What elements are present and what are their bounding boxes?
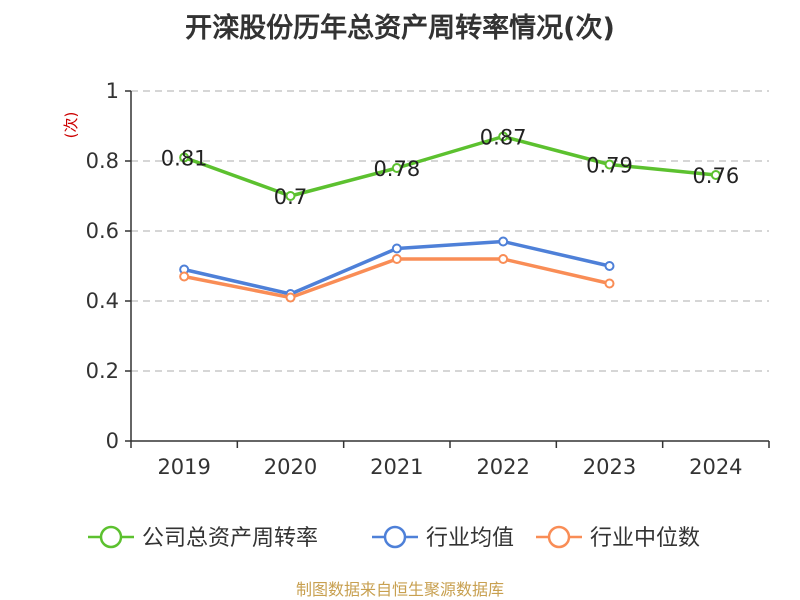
legend-marker (99, 525, 123, 549)
data-label: 0.7 (274, 185, 307, 209)
data-label: 0.79 (586, 154, 633, 178)
series-line-2 (183, 257, 610, 300)
data-point (498, 254, 509, 264)
grid-layer (131, 90, 769, 372)
x-tick-label: 2022 (476, 455, 529, 479)
legend-label: 公司总资产周转率 (142, 526, 318, 551)
data-point (391, 243, 402, 254)
data-point (285, 191, 296, 201)
series-layer (179, 131, 721, 303)
data-point (710, 170, 721, 180)
x-tick-label: 2024 (689, 455, 742, 479)
legend-marker (383, 525, 407, 549)
data-point (179, 271, 190, 282)
y-tick-label: 0.4 (86, 289, 119, 313)
data-point (604, 278, 615, 289)
data-point (179, 152, 190, 163)
legend-marker (547, 525, 571, 549)
legend-label: 行业中位数 (590, 526, 700, 551)
data-point (285, 292, 296, 303)
data-label: 0.87 (480, 126, 527, 150)
data-label: 0.81 (161, 147, 208, 171)
x-tick-label: 2021 (370, 455, 423, 479)
y-tick-label: 0.8 (86, 149, 119, 173)
data-point (604, 159, 615, 170)
data-point (498, 131, 509, 142)
data-point (498, 236, 509, 247)
data-point (604, 261, 615, 271)
y-tick-label: 0.6 (86, 219, 119, 243)
legend: 公司总资产周转率 行业均值 行业中位数 (88, 525, 700, 551)
y-tick-label: 0 (106, 429, 119, 453)
y-tick-label: 0.2 (86, 359, 119, 383)
y-tick-label: 1 (106, 79, 119, 103)
x-tick-label: 2023 (583, 455, 636, 479)
x-tick-label: 2020 (264, 455, 317, 479)
series-line-0 (183, 134, 717, 198)
data-point (391, 254, 402, 264)
chart-title: 开滦股份历年总资产周转率情况(次) (185, 13, 615, 44)
data-label: 0.78 (373, 157, 420, 181)
legend-label: 行业均值 (426, 526, 514, 551)
source-note: 制图数据来自恒生聚源数据库 (295, 580, 504, 599)
data-point (391, 163, 402, 173)
y-axis-unit-label: (次) (62, 112, 80, 139)
data-label-layer: 0.81 0.7 0.78 0.87 0.79 0.76 (161, 126, 739, 210)
x-tick-label: 2019 (157, 455, 210, 479)
data-label: 0.76 (692, 164, 739, 188)
